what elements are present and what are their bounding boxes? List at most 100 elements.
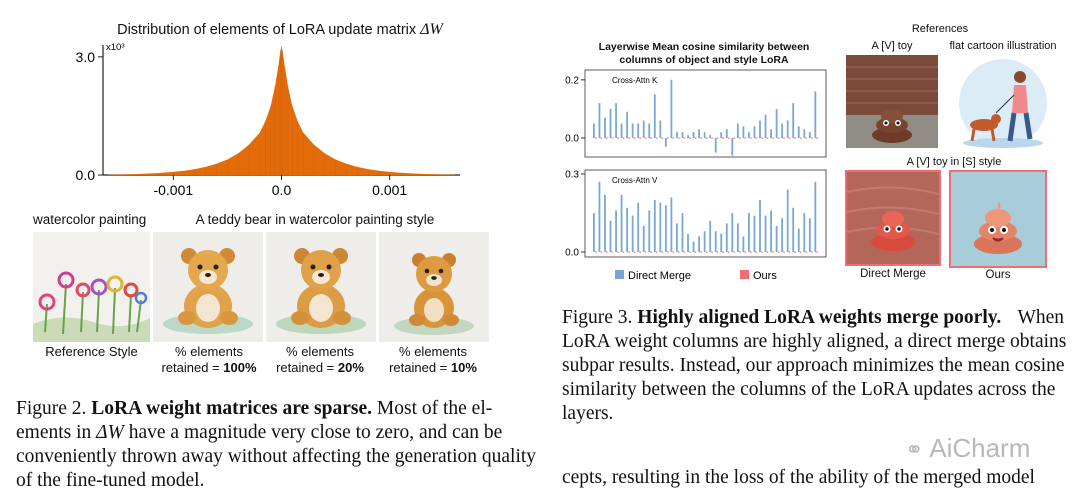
y-tick-label: 0.0 xyxy=(565,134,579,145)
direct-merge-bar xyxy=(659,120,662,138)
direct-merge-bar xyxy=(764,215,767,252)
direct-merge-bar xyxy=(620,194,623,252)
style-title: A [V] toy in [S] style xyxy=(906,156,1002,168)
direct-merge-bar xyxy=(692,241,695,252)
direct-merge-bar xyxy=(731,138,734,156)
legend-ours-swatch xyxy=(740,270,749,279)
panel-title: Cross-Attn K xyxy=(612,76,658,85)
direct-merge-bar xyxy=(681,213,684,252)
direct-merge-bar xyxy=(775,108,778,138)
ours-bar xyxy=(799,251,802,253)
direct-merge-bar xyxy=(703,231,706,252)
ours-bar xyxy=(766,137,769,139)
references-title: References xyxy=(911,23,969,35)
direct-merge-bar xyxy=(692,132,695,138)
direct-merge-bar xyxy=(681,132,684,138)
ours-bar xyxy=(617,251,619,253)
direct-merge-bar xyxy=(609,108,612,138)
reference-toy-photo xyxy=(846,55,938,148)
teddy-bear-100-image xyxy=(153,232,263,342)
ours-bar xyxy=(738,251,741,253)
ours-bar xyxy=(733,137,736,139)
x-tick-label: 0.001 xyxy=(372,182,407,198)
ours-bar xyxy=(655,251,658,253)
direct-merge-bar xyxy=(781,123,784,138)
direct-merge-bar xyxy=(637,123,640,138)
ours-bar xyxy=(672,137,675,139)
direct-merge-bar xyxy=(770,210,772,252)
ours-bar xyxy=(661,251,664,253)
ours-bar xyxy=(639,251,641,253)
ours-bar xyxy=(744,137,747,139)
direct-merge-bar xyxy=(770,129,772,138)
ours-bar xyxy=(672,251,675,253)
ours-bar xyxy=(761,137,763,139)
direct-merge-bar xyxy=(626,111,629,138)
direct-merge-bar xyxy=(648,210,651,252)
direct-merge-bar xyxy=(642,226,645,252)
ours-bar xyxy=(711,137,713,139)
reference-cartoon-image xyxy=(944,55,1062,148)
direct-merge-bar xyxy=(631,123,634,138)
ours-bar xyxy=(595,251,597,253)
ours-bar xyxy=(777,251,780,253)
direct-merge-bar xyxy=(687,135,689,138)
ours-bar xyxy=(788,251,791,253)
figure-3-caption: Figure 3. Highly aligned LoRA weights me… xyxy=(562,307,1067,424)
direct-merge-bar xyxy=(736,223,739,252)
teddy-bear-illustration xyxy=(394,253,474,335)
direct-merge-bar xyxy=(593,213,595,252)
ours-bar xyxy=(606,137,608,139)
y-tick-label: 0.0 xyxy=(76,167,96,183)
ours-bar xyxy=(700,251,702,253)
ours-bar xyxy=(750,251,752,253)
ours-bar xyxy=(755,137,758,139)
legend-direct-swatch xyxy=(615,270,624,279)
ours-bar xyxy=(595,137,597,139)
direct-merge-bar xyxy=(720,132,723,138)
y-tick-label: 0.2 xyxy=(565,75,579,86)
ours-bar xyxy=(650,251,652,253)
ours-bar xyxy=(633,137,636,139)
cosine-similarity-charts: 0.0 0.2 Cross-Attn K 0.0 0.3 Cross-Attn V Di… xyxy=(565,69,827,282)
ours-bar xyxy=(772,251,774,253)
direct-merge-bar xyxy=(642,120,645,138)
ours-bar xyxy=(799,137,802,139)
ours-bar xyxy=(639,137,641,139)
direct-merge-bar xyxy=(759,120,761,138)
ours-bar xyxy=(617,137,619,139)
direct-merge-bar xyxy=(764,114,767,138)
direct-merge-bar xyxy=(615,103,617,138)
watercolor-flowers-illustration xyxy=(33,232,150,342)
direct-merge-bar xyxy=(676,223,678,252)
ours-bar xyxy=(661,137,664,139)
direct-merge-bar xyxy=(709,135,712,138)
y-tick-label: 0.3 xyxy=(565,170,579,181)
direct-merge-bar xyxy=(598,103,601,138)
ours-bar xyxy=(805,137,807,139)
direct-merge-bar xyxy=(626,207,629,252)
direct-merge-bar xyxy=(786,189,789,252)
legend-direct-label: Direct Merge xyxy=(628,270,691,282)
ours-bar xyxy=(628,251,630,253)
direct-merge-bar xyxy=(792,207,795,252)
reference-style-image xyxy=(33,232,150,342)
ours-bar xyxy=(722,137,724,139)
direct-merge-bar xyxy=(659,202,662,252)
direct-merge-bar xyxy=(698,129,700,138)
ours-bar xyxy=(644,137,647,139)
direct-merge-bar xyxy=(664,205,667,252)
direct-merge-bar xyxy=(615,210,617,252)
ours-bar xyxy=(783,251,785,253)
direct-merge-bar xyxy=(720,233,723,252)
direct-merge-bar xyxy=(814,181,817,252)
poop-toy-photo xyxy=(846,55,938,148)
panel-frame xyxy=(584,169,827,258)
ours-bar xyxy=(733,251,736,253)
ours-bar xyxy=(650,137,652,139)
direct-merge-bar xyxy=(731,213,734,252)
teddy-bear-20-image xyxy=(266,232,376,342)
ours-bar xyxy=(750,137,752,139)
body-text-fragment: cepts, resulting in the loss of the abil… xyxy=(562,467,1035,488)
direct-merge-bar xyxy=(803,213,806,252)
